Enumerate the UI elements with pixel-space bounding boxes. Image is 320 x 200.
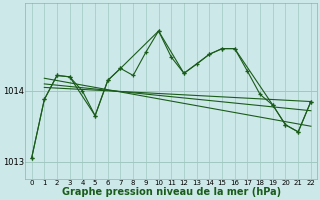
X-axis label: Graphe pression niveau de la mer (hPa): Graphe pression niveau de la mer (hPa)	[62, 187, 281, 197]
